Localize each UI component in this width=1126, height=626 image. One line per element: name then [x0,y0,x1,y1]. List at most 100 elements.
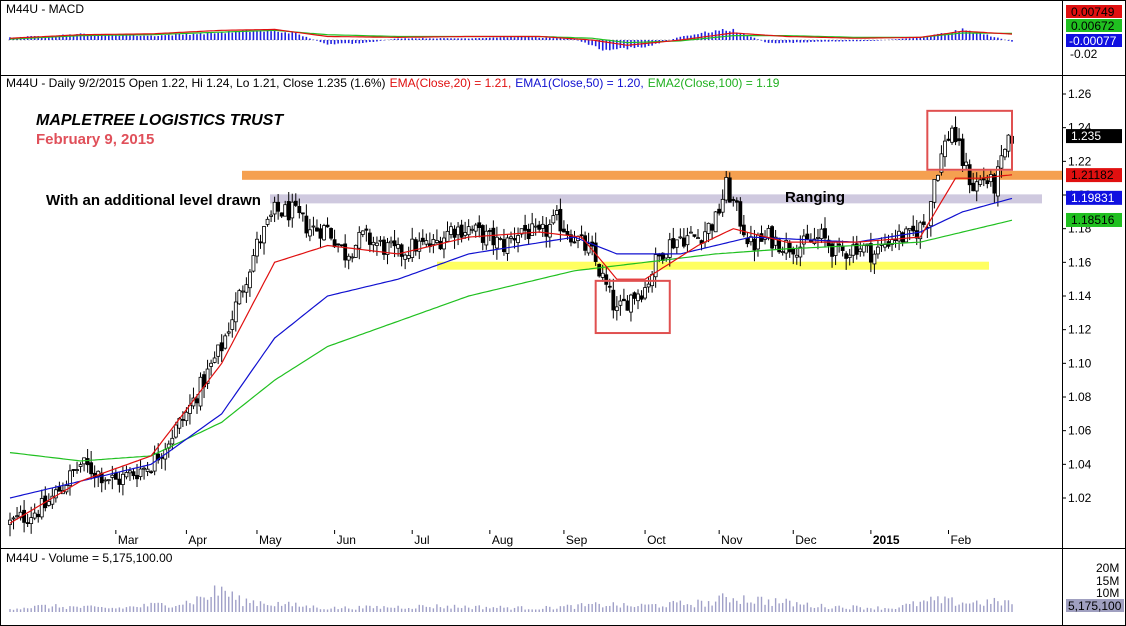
candle-body [262,226,266,244]
candle-body [385,242,390,255]
candle-body [315,227,319,232]
candle-body [741,224,746,236]
macd-line [9,28,1013,46]
candle-body [646,283,651,288]
price-badge: 1.19831 [1071,191,1115,205]
candle-body [226,331,231,334]
candle-body [547,224,552,238]
candle-body [11,517,16,520]
resistance-level-orange [242,170,1062,180]
candle-body [459,224,464,238]
candle-body [794,254,799,258]
candle-body [223,335,228,349]
highlight-box [926,109,1013,171]
candle-body [727,177,732,203]
candle-body [269,214,273,217]
candle-body [618,300,623,306]
candle-body [131,471,136,477]
candle-body [936,174,940,181]
candle-body [406,255,411,259]
candle-body [272,201,277,215]
candle-body [78,464,83,467]
candle-body [364,228,369,231]
candle-body [928,201,933,227]
candle-body [353,244,358,258]
candle-body [318,228,323,239]
candle-body [413,239,418,252]
candle-body [847,254,852,258]
candle-body [106,479,111,482]
candle-body [251,255,256,272]
candle-body [876,246,880,255]
macd-badge-bg-1 [1066,5,1122,18]
price-tick-label: 1.26 [1068,87,1092,101]
candle-body [681,237,686,247]
month-tick-label: 2015 [873,533,900,547]
annotation-additional-level: With an additional level drawn [46,192,261,209]
candle-body [816,237,820,239]
chart-title: MAPLETREE LOGISTICS TRUST [36,112,284,129]
candle-body [530,223,535,236]
candle-body [329,228,333,239]
candle-body [283,204,288,217]
candle-body [671,238,676,249]
candle-body [449,226,453,235]
annotation-ranging: Ranging [785,189,845,206]
highlight-box [594,279,671,335]
candle-body [833,240,838,256]
candle-body [322,225,326,241]
candle-body [121,473,125,485]
candle-body [32,512,37,519]
candle-body [103,479,108,482]
candle-body [533,225,538,228]
candle-body [494,236,499,249]
candle-body [921,221,926,225]
candle-body [124,472,129,478]
candle-body [487,230,492,232]
candle-body [653,254,658,278]
candle-body [752,238,757,251]
month-tick-label: Jun [337,533,356,547]
candle-body [734,200,739,203]
candle-body [502,239,506,253]
candle-body [636,293,640,302]
ema20-line [9,174,1013,524]
macd-plot [8,28,1013,51]
candle-body [237,290,242,305]
price-header-ema20: EMA(Close,20) = 1.21, [390,76,512,90]
macd-badge-1: 0.00749 [1071,5,1115,19]
price-tick-label: 1.10 [1068,356,1092,370]
candle-body [435,240,439,243]
candle-body [420,237,425,242]
candle-body [911,225,916,232]
candle-body [276,201,281,212]
candle-body [851,244,856,256]
candle-body [480,225,485,243]
candle-body [964,161,969,166]
candle-body [872,253,877,265]
candle-body [357,231,362,249]
volume-header: M44U - Volume = 5,175,100.00 [6,551,173,565]
candle-body [110,474,115,478]
candle-body [572,241,577,244]
candle-body [39,498,44,518]
candle-body [431,239,436,245]
candle-body [438,240,443,250]
candle-body [180,418,185,421]
candle-body [519,228,524,235]
candle-body [505,237,510,254]
candle-body [255,238,259,257]
candle-body [805,233,810,240]
candle-body [960,138,965,166]
candle-body [290,201,295,219]
candle-body [523,224,528,231]
candle-body [50,495,55,505]
price-tick-label: 1.22 [1068,154,1092,168]
candle-body [939,153,944,173]
candle-body [667,239,672,258]
price-tick-label: 1.02 [1068,491,1092,505]
price-badge: 1.235 [1071,129,1101,143]
candle-body [57,486,62,492]
candle-body [68,470,72,487]
candle-body [812,238,817,244]
